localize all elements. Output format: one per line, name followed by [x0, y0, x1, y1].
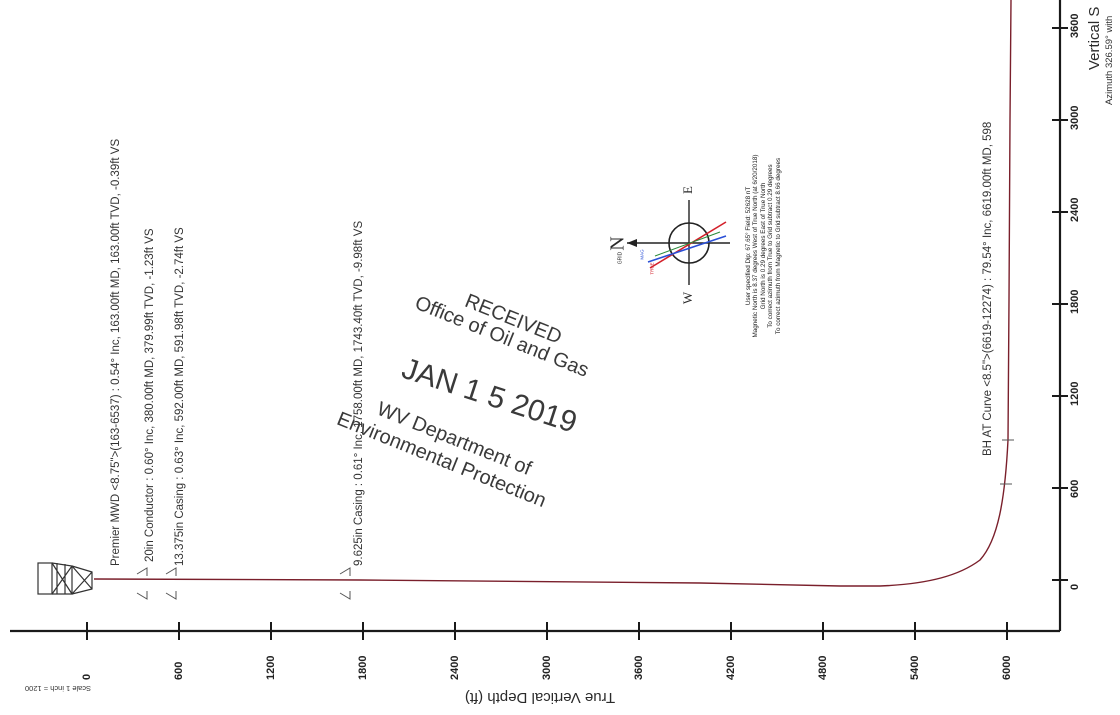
depth-tick-label: 2400 — [449, 655, 461, 680]
vs-tick-label: 1800 — [1069, 289, 1081, 314]
depth-tick-label: 3600 — [633, 655, 645, 680]
drilling-rig-icon — [37, 562, 93, 595]
magnetic-note: To correct azimuth from True to Grid sub… — [767, 164, 775, 328]
depth-axis-title: True Vertical Depth (ft) — [464, 689, 616, 706]
magnetic-note: User specified Dip: 67.65° Field: 52628 … — [745, 186, 752, 306]
vs-tick-label: 3600 — [1069, 13, 1081, 38]
compass-mag-label: MAG — [639, 249, 645, 260]
conductor-annotation: 20in Conductor : 0.60° Inc, 380.00ft MD,… — [144, 228, 156, 562]
scale-label: Scale 1 inch = 1200 — [24, 684, 92, 693]
bh-curve-annotation: BH AT Curve <8.5">(6619-12274) : 79.54° … — [982, 121, 994, 456]
depth-tick-label: 600 — [173, 661, 185, 680]
depth-tick-label: 3000 — [541, 655, 553, 680]
depth-tick-label: 4800 — [817, 655, 829, 680]
vs-tick-label: 1200 — [1069, 381, 1081, 406]
well-path-line — [93, 0, 1012, 587]
vs-tick-label: 3000 — [1069, 105, 1081, 130]
vs-tick-label: 600 — [1069, 479, 1081, 498]
mag-north-line — [647, 235, 727, 263]
compass-w-label: W — [680, 291, 696, 305]
vs-axis-ticks — [1052, 27, 1068, 581]
vs-axis-title: Vertical S — [1086, 6, 1103, 70]
north-arrow-icon — [627, 239, 637, 247]
casing-markers — [136, 439, 1014, 600]
compass-grid-label: GRID — [617, 251, 624, 265]
magnetic-notes-block: User specified Dip: 67.65° Field: 52628 … — [745, 96, 782, 396]
depth-tick-label: 1200 — [265, 655, 277, 680]
depth-tick-label: 4200 — [725, 655, 737, 680]
vs-tick-label: 2400 — [1069, 197, 1081, 222]
vs-axis-subtitle: Azimuth 326.59° with — [1104, 15, 1115, 105]
magnetic-note: To correct azimuth from Magnetic to Grid… — [774, 157, 782, 335]
true-north-line — [649, 221, 727, 269]
compass-true-label: TRUE — [649, 262, 655, 275]
depth-tick-label: 6000 — [1001, 655, 1013, 680]
vs-tick-label: 0 — [1069, 583, 1081, 590]
magnetic-note: Grid North is 0.29 degrees East of True … — [759, 182, 767, 310]
compass-rose — [627, 200, 730, 285]
intermediate-casing-annotation: 9.625in Casing : 0.61° Inc, 1758.00ft MD… — [353, 220, 365, 566]
surface-casing-annotation: 13.375in Casing : 0.63° Inc, 592.00ft MD… — [174, 227, 186, 566]
premier-mwd-annotation: Premier MWD <8.75">(163-6537) : 0.54° In… — [110, 138, 122, 566]
depth-tick-label: 1800 — [357, 655, 369, 680]
magnetic-note: Magnetic North is 8.37 degrees West of T… — [752, 154, 760, 338]
depth-tick-label: 5400 — [909, 655, 921, 680]
depth-tick-label: 0 — [81, 673, 93, 680]
depth-axis-ticks — [86, 622, 1008, 640]
compass-n-label: N — [606, 236, 629, 251]
compass-e-label: E — [679, 186, 695, 194]
